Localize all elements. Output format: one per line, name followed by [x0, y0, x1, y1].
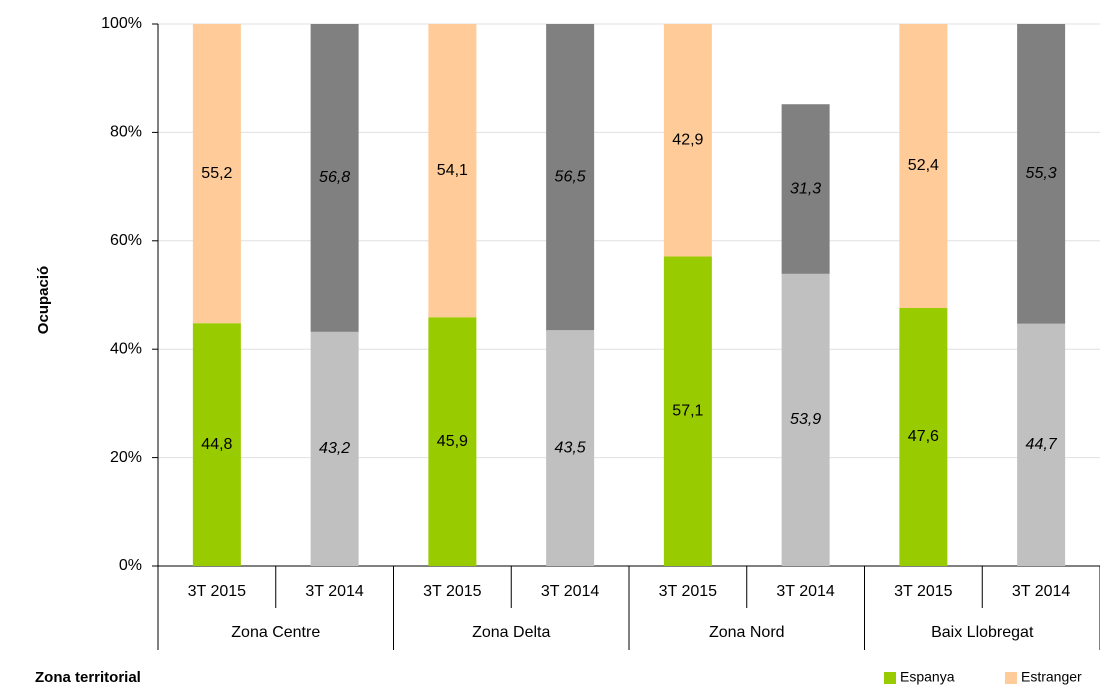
- value-label: 44,7: [1026, 436, 1058, 453]
- y-tick-label: 80%: [110, 124, 142, 141]
- value-label: 55,2: [201, 165, 232, 182]
- y-tick-label: 100%: [101, 15, 142, 32]
- x-tick-label: 3T 2014: [541, 583, 600, 600]
- group-label: Zona Centre: [231, 624, 320, 641]
- value-label: 56,5: [555, 168, 586, 185]
- y-tick-label: 0%: [119, 557, 142, 574]
- legend-swatch: [1005, 672, 1017, 684]
- y-axis-title: Ocupació: [35, 266, 52, 334]
- bar-segment: [546, 330, 595, 566]
- bar-segment: [663, 24, 712, 257]
- bar-segment: [546, 24, 595, 331]
- bar-segment: [899, 308, 948, 566]
- bar-segment: [899, 24, 948, 309]
- x-tick-label: 3T 2015: [188, 583, 247, 600]
- value-label: 31,3: [790, 180, 821, 197]
- bar-segment: [428, 24, 477, 318]
- x-tick-label: 3T 2015: [423, 583, 482, 600]
- value-label: 52,4: [908, 157, 939, 174]
- value-label: 43,5: [555, 439, 586, 456]
- value-label: 53,9: [790, 411, 821, 428]
- y-tick-label: 60%: [110, 232, 142, 249]
- bar-segment: [192, 24, 241, 324]
- value-label: 42,9: [672, 131, 703, 148]
- bar-segment: [310, 24, 359, 332]
- bar-segment: [1017, 24, 1066, 324]
- x-tick-label: 3T 2014: [776, 583, 835, 600]
- x-tick-label: 3T 2014: [1012, 583, 1071, 600]
- value-label: 54,1: [437, 162, 468, 179]
- bar-segment: [310, 331, 359, 566]
- legend-swatch: [884, 672, 896, 684]
- value-label: 57,1: [672, 402, 703, 419]
- group-label: Baix Llobregat: [931, 624, 1034, 641]
- group-label: Zona Nord: [709, 624, 785, 641]
- value-label: 47,6: [908, 428, 939, 445]
- bar-segment: [781, 104, 830, 274]
- bar-segment: [192, 323, 241, 566]
- value-label: 44,8: [201, 436, 232, 453]
- value-label: 45,9: [437, 433, 468, 450]
- bar-segment: [428, 317, 477, 566]
- y-tick-label: 40%: [110, 340, 142, 357]
- y-tick-label: 20%: [110, 449, 142, 466]
- value-label: 56,8: [319, 169, 350, 186]
- x-axis-title: Zona territorial: [35, 669, 141, 686]
- bar-segment: [663, 256, 712, 566]
- value-label: 55,3: [1026, 165, 1057, 182]
- bar-segment: [1017, 323, 1066, 566]
- x-tick-label: 3T 2015: [894, 583, 953, 600]
- bar-segment: [781, 273, 830, 566]
- legend-label: Espanya: [900, 669, 955, 685]
- x-tick-label: 3T 2014: [305, 583, 364, 600]
- legend-label: Estranger: [1021, 669, 1082, 685]
- value-label: 43,2: [319, 440, 350, 457]
- group-label: Zona Delta: [472, 624, 550, 641]
- x-tick-label: 3T 2015: [659, 583, 718, 600]
